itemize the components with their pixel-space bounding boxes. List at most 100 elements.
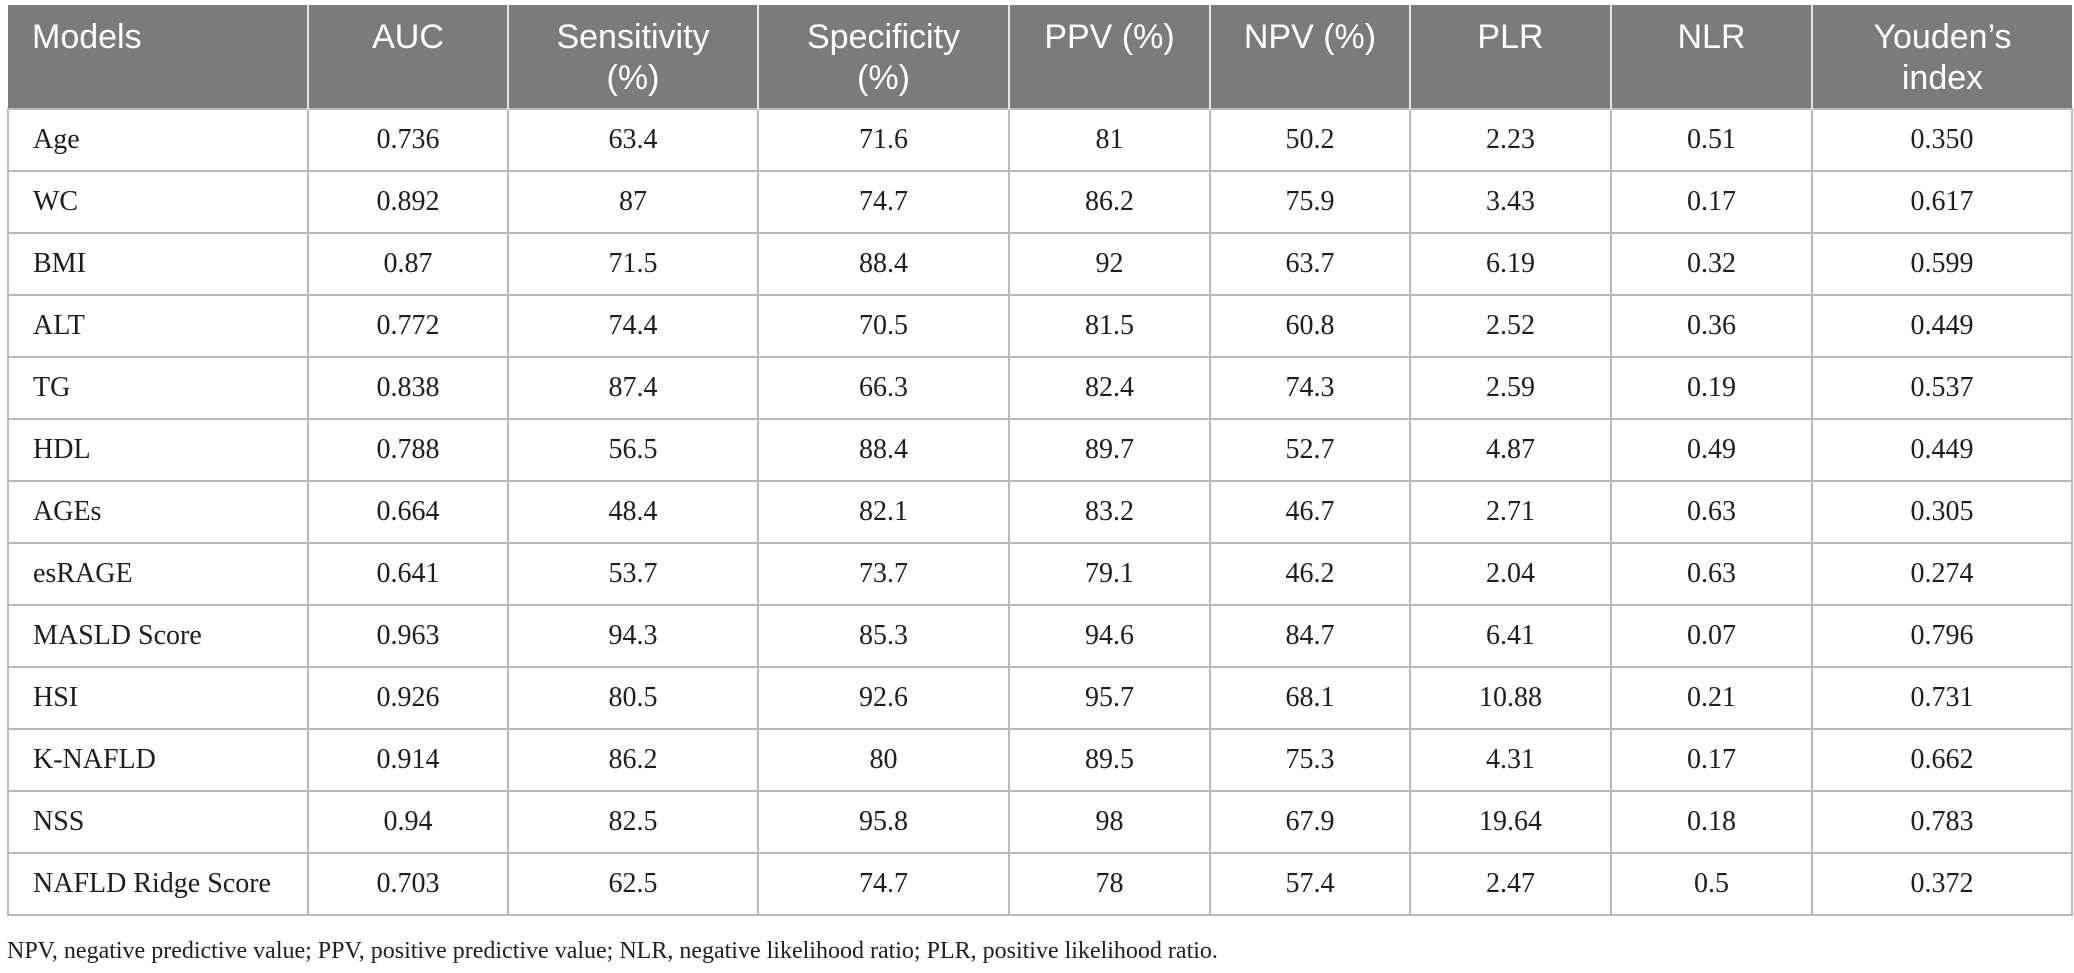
header-cell: Specificity (%) [758, 5, 1010, 109]
cell-auc: 0.926 [307, 666, 509, 730]
cell-ppv: 95.7 [1008, 666, 1211, 730]
header-youden-index: Youden’s index [1873, 18, 2012, 97]
cell-youden-index: 0.449 [1811, 294, 2073, 358]
table-row: K-NAFLD 0.914 86.2 80 89.5 75.3 4.31 0.17 0.662 [7, 728, 2073, 792]
cell-plr: 4.87 [1409, 418, 1612, 482]
cell-ppv: 89.7 [1008, 418, 1211, 482]
header-cell: AUC [308, 5, 509, 109]
table-row: WC 0.892 87 74.7 86.2 75.9 3.43 0.17 0.617 [7, 170, 2073, 234]
header-npv: NPV (%) [1243, 18, 1377, 56]
cell-auc: 0.641 [307, 542, 509, 606]
cell-youden-index: 0.537 [1811, 356, 2073, 420]
cell-model: K-NAFLD [7, 728, 309, 792]
table-row: ALT 0.772 74.4 70.5 81.5 60.8 2.52 0.36 0.449 [7, 294, 2073, 358]
cell-npv: 67.9 [1209, 790, 1411, 854]
cell-ppv: 83.2 [1008, 480, 1211, 544]
cell-plr: 2.59 [1409, 356, 1612, 420]
cell-specificity: 85.3 [757, 604, 1010, 668]
cell-specificity: 92.6 [757, 666, 1010, 730]
cell-plr: 2.71 [1409, 480, 1612, 544]
cell-nlr: 0.36 [1610, 294, 1813, 358]
cell-youden-index: 0.796 [1811, 604, 2073, 668]
cell-npv: 46.7 [1209, 480, 1411, 544]
cell-nlr: 0.49 [1610, 418, 1813, 482]
cell-plr: 2.47 [1409, 852, 1612, 916]
cell-npv: 84.7 [1209, 604, 1411, 668]
table-body: Age 0.736 63.4 71.6 81 50.2 2.23 0.51 0.350 WC 0.8… [7, 108, 2073, 916]
cell-plr: 4.31 [1409, 728, 1612, 792]
cell-auc: 0.788 [307, 418, 509, 482]
cell-specificity: 88.4 [757, 418, 1010, 482]
header-auc: AUC [372, 18, 444, 56]
cell-model: HSI [7, 666, 309, 730]
header-nlr: NLR [1677, 18, 1746, 56]
cell-plr: 2.52 [1409, 294, 1612, 358]
cell-plr: 2.04 [1409, 542, 1612, 606]
cell-plr: 2.23 [1409, 108, 1612, 172]
cell-ppv: 98 [1008, 790, 1211, 854]
cell-sensitivity: 56.5 [507, 418, 759, 482]
cell-model: NAFLD Ridge Score [7, 852, 309, 916]
header-models: Models [32, 18, 142, 56]
cell-auc: 0.87 [307, 232, 509, 296]
cell-sensitivity: 87 [507, 170, 759, 234]
cell-model: MASLD Score [7, 604, 309, 668]
table-row: Age 0.736 63.4 71.6 81 50.2 2.23 0.51 0.350 [7, 108, 2073, 172]
cell-nlr: 0.32 [1610, 232, 1813, 296]
cell-youden-index: 0.274 [1811, 542, 2073, 606]
cell-nlr: 0.63 [1610, 542, 1813, 606]
cell-sensitivity: 74.4 [507, 294, 759, 358]
cell-plr: 19.64 [1409, 790, 1612, 854]
cell-youden-index: 0.731 [1811, 666, 2073, 730]
cell-nlr: 0.21 [1610, 666, 1813, 730]
model-performance-table: Models AUC Sensitivity (%) Specificity (… [7, 5, 2073, 916]
cell-model: NSS [7, 790, 309, 854]
cell-sensitivity: 94.3 [507, 604, 759, 668]
table-row: MASLD Score 0.963 94.3 85.3 94.6 84.7 6.41 0.07… [7, 604, 2073, 668]
cell-model: HDL [7, 418, 309, 482]
header-cell: Sensitivity (%) [508, 5, 759, 109]
cell-ppv: 89.5 [1008, 728, 1211, 792]
table-row: BMI 0.87 71.5 88.4 92 63.7 6.19 0.32 0.599 [7, 232, 2073, 296]
table-row: NAFLD Ridge Score 0.703 62.5 74.7 78 57.4 2.47… [7, 852, 2073, 916]
cell-specificity: 82.1 [757, 480, 1010, 544]
cell-sensitivity: 87.4 [507, 356, 759, 420]
cell-ppv: 81 [1008, 108, 1211, 172]
header-cell: NPV (%) [1210, 5, 1411, 109]
cell-auc: 0.838 [307, 356, 509, 420]
cell-specificity: 70.5 [757, 294, 1010, 358]
cell-nlr: 0.51 [1610, 108, 1813, 172]
cell-ppv: 94.6 [1008, 604, 1211, 668]
cell-youden-index: 0.662 [1811, 728, 2073, 792]
cell-auc: 0.703 [307, 852, 509, 916]
cell-model: BMI [7, 232, 309, 296]
cell-model: TG [7, 356, 309, 420]
cell-npv: 75.3 [1209, 728, 1411, 792]
cell-specificity: 74.7 [757, 852, 1010, 916]
cell-specificity: 95.8 [757, 790, 1010, 854]
cell-auc: 0.914 [307, 728, 509, 792]
table-footnote: NPV, negative predictive value; PPV, pos… [7, 938, 1218, 964]
header-cell: Models [8, 5, 309, 109]
header-specificity: Specificity (%) [806, 18, 961, 97]
cell-youden-index: 0.599 [1811, 232, 2073, 296]
cell-youden-index: 0.305 [1811, 480, 2073, 544]
cell-auc: 0.772 [307, 294, 509, 358]
cell-specificity: 66.3 [757, 356, 1010, 420]
cell-ppv: 86.2 [1008, 170, 1211, 234]
table-row: esRAGE 0.641 53.7 73.7 79.1 46.2 2.04 0.63 0.274 [7, 542, 2073, 606]
table-row: HSI 0.926 80.5 92.6 95.7 68.1 10.88 0.21 0.731 [7, 666, 2073, 730]
table-row: HDL 0.788 56.5 88.4 89.7 52.7 4.87 0.49 0.449 [7, 418, 2073, 482]
cell-nlr: 0.07 [1610, 604, 1813, 668]
cell-nlr: 0.18 [1610, 790, 1813, 854]
cell-plr: 6.19 [1409, 232, 1612, 296]
cell-sensitivity: 63.4 [507, 108, 759, 172]
table-row: AGEs 0.664 48.4 82.1 83.2 46.7 2.71 0.63 0.305 [7, 480, 2073, 544]
cell-youden-index: 0.449 [1811, 418, 2073, 482]
header-cell: PPV (%) [1009, 5, 1211, 109]
cell-auc: 0.892 [307, 170, 509, 234]
cell-youden-index: 0.372 [1811, 852, 2073, 916]
table-row: NSS 0.94 82.5 95.8 98 67.9 19.64 0.18 0.783 [7, 790, 2073, 854]
cell-model: esRAGE [7, 542, 309, 606]
cell-youden-index: 0.783 [1811, 790, 2073, 854]
